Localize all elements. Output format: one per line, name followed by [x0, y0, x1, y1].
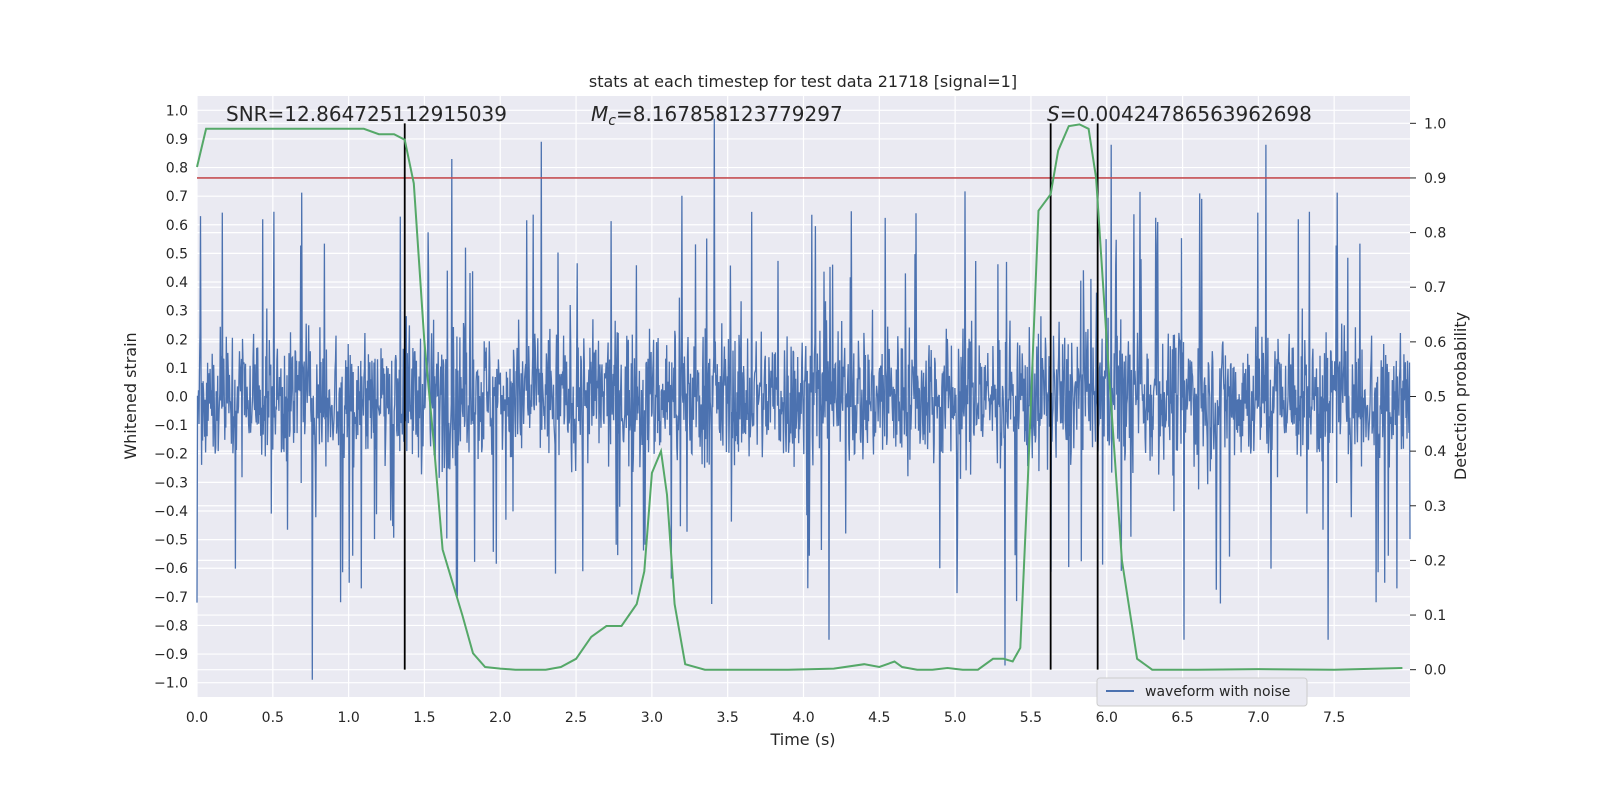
x-tick-label-5: 2.5	[565, 710, 587, 726]
x-axis-label: Time (s)	[769, 730, 835, 749]
waveform-series	[196, 118, 1411, 680]
y-tick-label-right-8: 0.2	[1424, 553, 1446, 569]
x-tick-label-4: 2.0	[489, 710, 511, 726]
y-tick-label-right-6: 0.4	[1424, 444, 1446, 460]
legend-label: waveform with noise	[1145, 684, 1290, 700]
x-tick-label-15: 7.5	[1323, 710, 1345, 726]
x-tick-label-1: 0.5	[262, 710, 284, 726]
y-tick-label-left-19: −0.9	[154, 647, 188, 663]
y-tick-label-left-11: −0.1	[154, 418, 188, 434]
y-tick-label-left-13: −0.3	[154, 475, 188, 491]
detection-probability-series	[196, 123, 1403, 671]
x-tick-label-14: 7.0	[1247, 710, 1269, 726]
y-tick-label-right-0: 1.0	[1424, 116, 1446, 132]
probability-line	[196, 123, 1403, 671]
x-tick-label-8: 4.0	[792, 710, 814, 726]
y-tick-label-left-3: 0.7	[166, 189, 188, 205]
s-symbol: S	[1047, 102, 1060, 126]
y-tick-label-left-7: 0.3	[166, 304, 188, 320]
y-tick-label-left-6: 0.4	[166, 275, 188, 291]
x-tick-labels: 0.0 0.5 1.0 1.5 2.0 2.5 3.0 3.5 4.0 4.5 5.0 5.5 6.0 6…	[186, 710, 1345, 726]
y-tick-label-left-2: 0.8	[166, 161, 188, 177]
legend-box	[1096, 677, 1308, 707]
annotation-snr: SNR=12.864725112915039	[226, 102, 507, 126]
y-tick-label-right-5: 0.5	[1424, 390, 1446, 406]
y-tick-labels-left: 1.0 0.9 0.8 0.7 0.6 0.5 0.4 0.3 0.2 0.1 0.0 −0.1 −0.…	[154, 103, 188, 691]
x-tick-label-2: 1.0	[337, 710, 359, 726]
y-tick-label-left-18: −0.8	[154, 618, 188, 634]
mc-symbol: M	[591, 102, 608, 126]
y-tick-label-left-10: 0.0	[166, 390, 188, 406]
x-tick-label-0: 0.0	[186, 710, 208, 726]
y-tick-label-left-8: 0.2	[166, 332, 188, 348]
y-tick-label-left-0: 1.0	[166, 103, 188, 119]
y-tick-label-left-15: −0.5	[154, 533, 188, 549]
s-value: =0.00424786563962698	[1060, 102, 1312, 126]
annotation-s: S=0.00424786563962698	[1047, 102, 1312, 126]
y-tick-label-left-4: 0.6	[166, 218, 188, 234]
y-tick-label-left-20: −1.0	[154, 676, 188, 692]
y-axis-label-right: Detection probability	[1451, 312, 1470, 480]
y-tick-label-right-4: 0.6	[1424, 335, 1446, 351]
y-tick-label-right-1: 0.9	[1424, 171, 1446, 187]
legend: waveform with noise	[1096, 677, 1308, 707]
x-tick-label-3: 1.5	[413, 710, 435, 726]
mc-subscript: c	[608, 113, 616, 129]
x-tick-label-12: 6.0	[1096, 710, 1118, 726]
y-tick-label-left-14: −0.4	[154, 504, 188, 520]
y-tick-label-left-5: 0.5	[166, 246, 188, 262]
chart-title: stats at each timestep for test data 217…	[589, 72, 1017, 91]
x-tick-label-10: 5.0	[944, 710, 966, 726]
y-tick-labels-right: 1.0 0.9 0.8 0.7 0.6 0.5 0.4 0.3 0.2 0.1 0.0	[1410, 116, 1446, 679]
x-tick-label-13: 6.5	[1171, 710, 1193, 726]
y-tick-label-right-2: 0.8	[1424, 226, 1446, 242]
mc-value: =8.167858123779297	[616, 102, 843, 126]
y-tick-label-right-7: 0.3	[1424, 499, 1446, 515]
y-axis-label-left: Whitened strain	[121, 332, 140, 459]
x-tick-label-6: 3.0	[641, 710, 663, 726]
y-tick-label-left-1: 0.9	[166, 132, 188, 148]
y-tick-label-left-12: −0.2	[154, 447, 188, 463]
x-tick-label-7: 3.5	[717, 710, 739, 726]
waveform-line	[196, 118, 1411, 680]
y-tick-label-right-10: 0.0	[1424, 663, 1446, 679]
y-tick-label-left-16: −0.6	[154, 561, 188, 577]
y-tick-label-right-3: 0.7	[1424, 280, 1446, 296]
y-tick-label-left-17: −0.7	[154, 590, 188, 606]
annotation-mc: Mc=8.167858123779297	[591, 102, 843, 129]
y-tick-label-left-9: 0.1	[166, 361, 188, 377]
x-tick-label-11: 5.5	[1020, 710, 1042, 726]
x-tick-label-9: 4.5	[868, 710, 890, 726]
y-tick-label-right-9: 0.1	[1424, 608, 1446, 624]
